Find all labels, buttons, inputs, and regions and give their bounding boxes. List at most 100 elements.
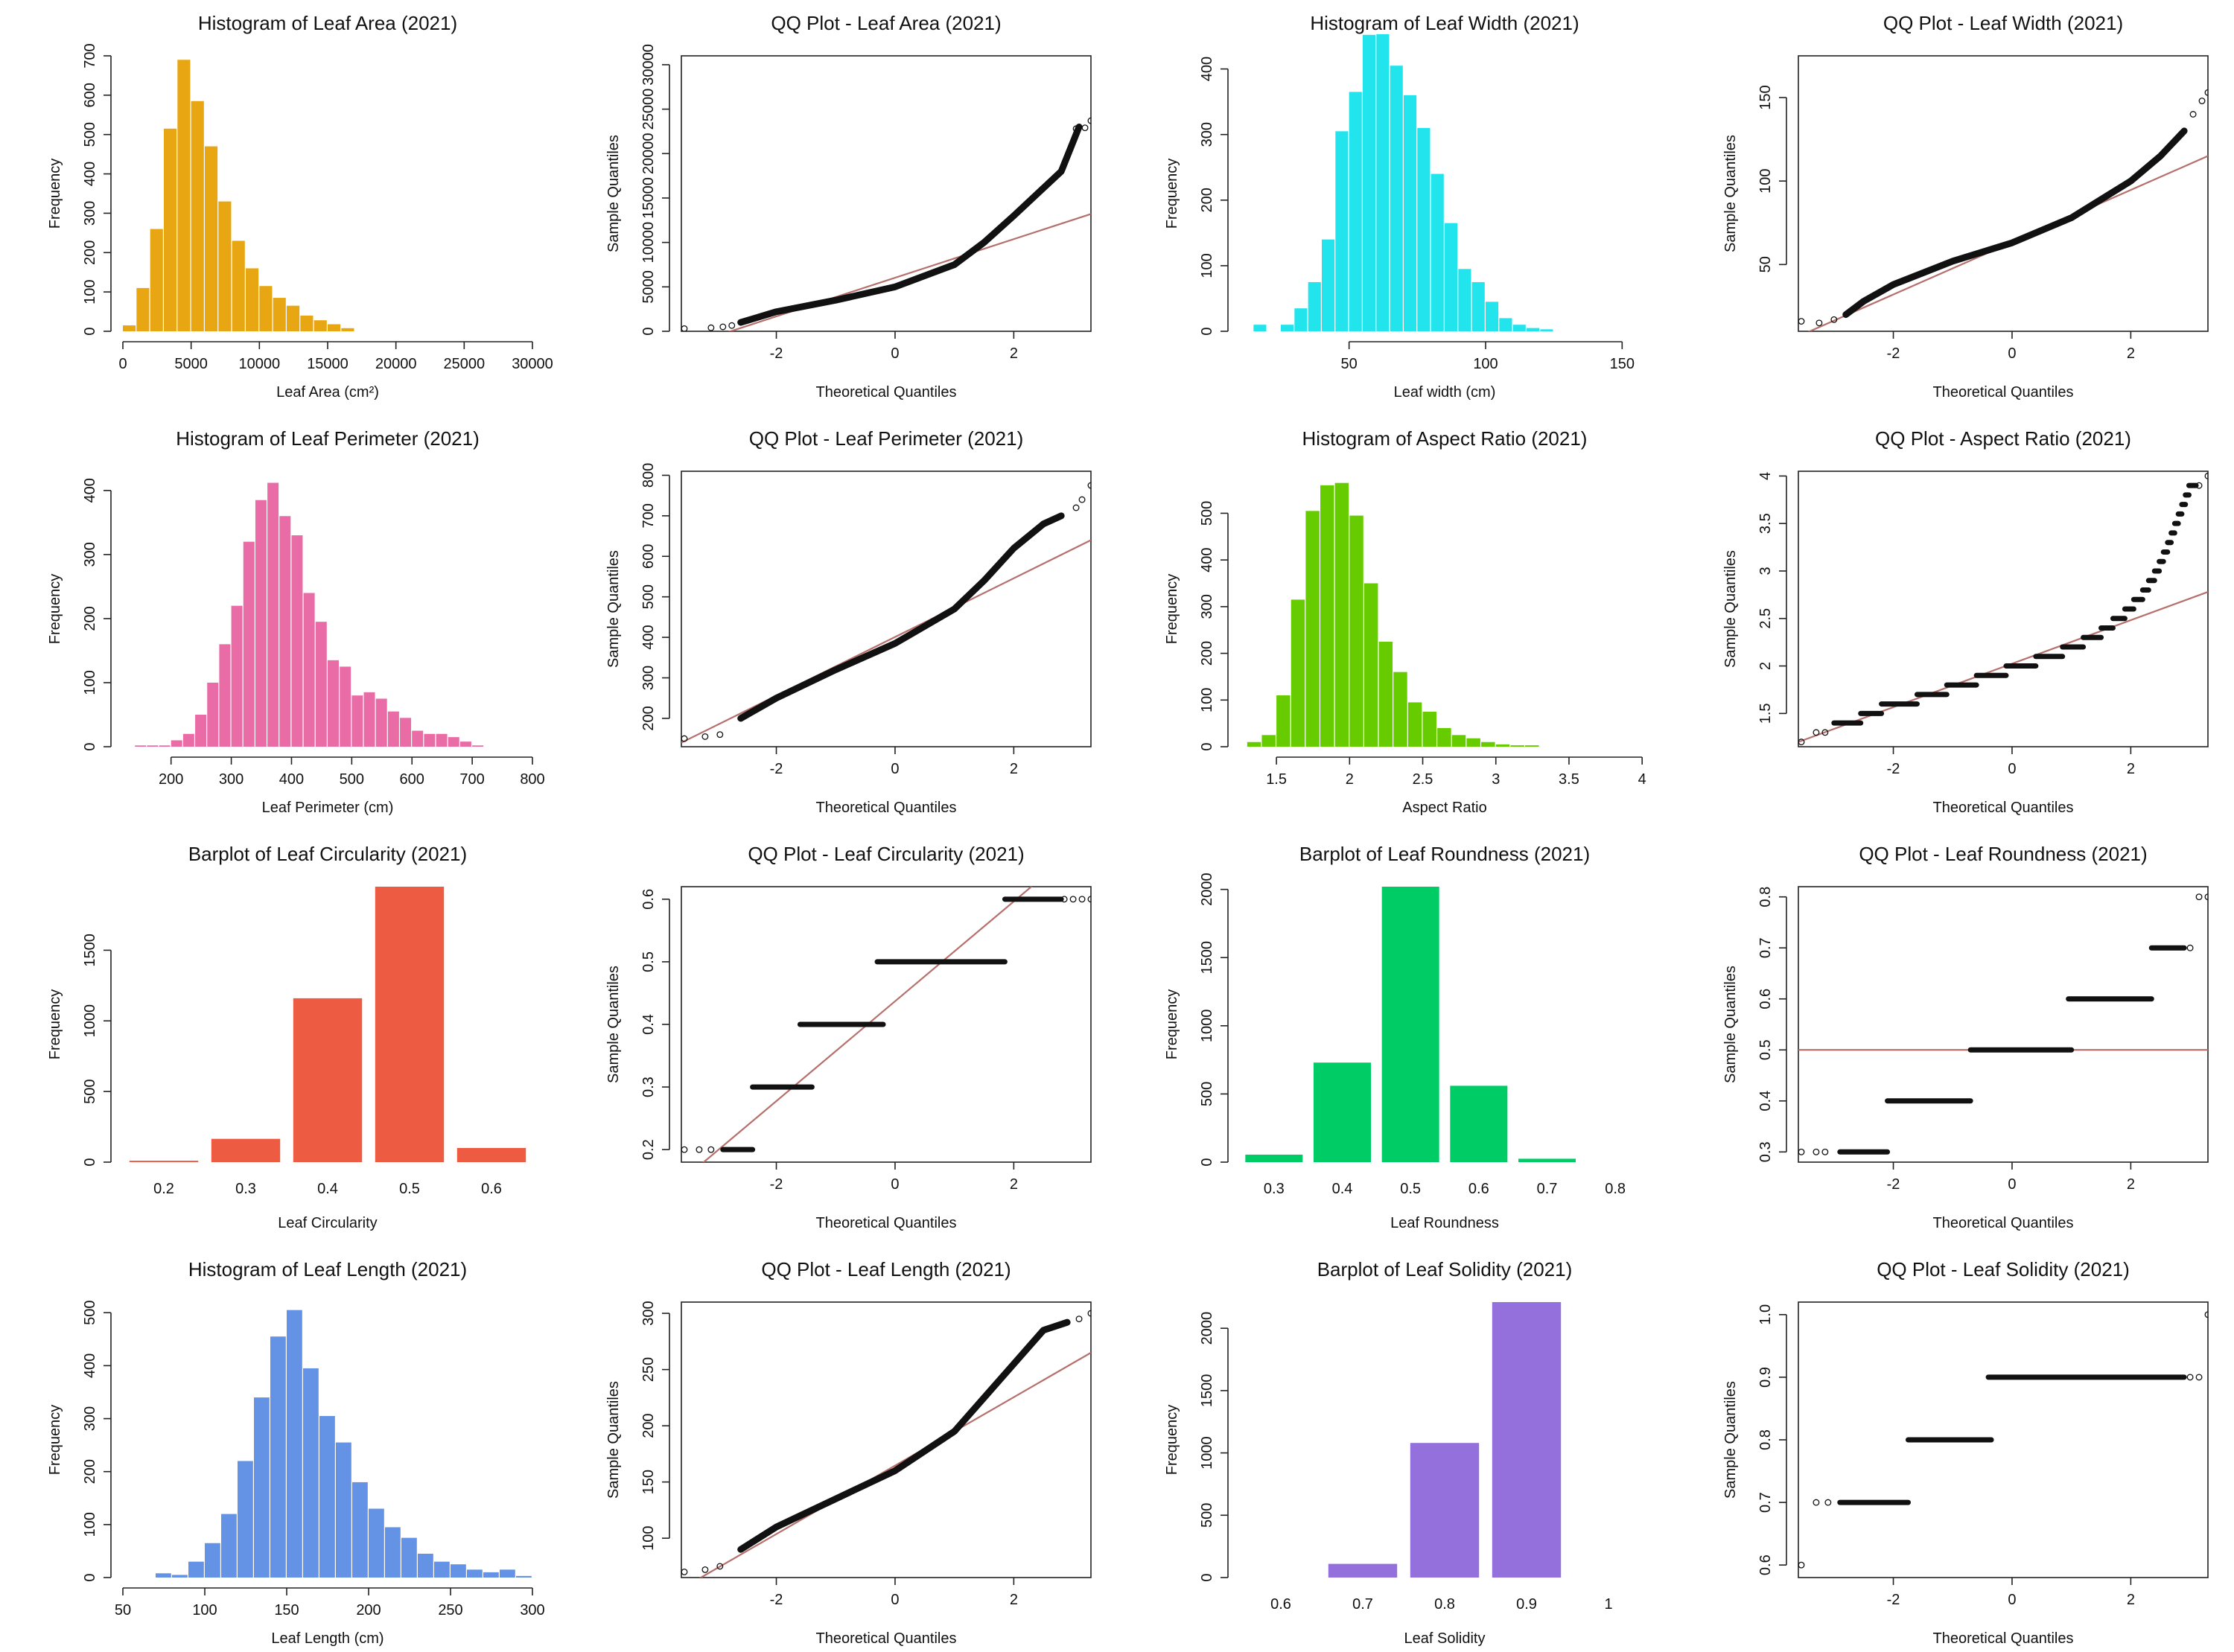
qq-point	[716, 1563, 724, 1570]
bar	[1245, 1154, 1303, 1162]
qq-point	[2186, 944, 2194, 951]
x-tick-label: -2	[1887, 1592, 1900, 1608]
plot-frame	[681, 886, 1092, 1163]
x-tick-label: 300	[520, 1602, 544, 1618]
plot-frame	[1798, 886, 2209, 1163]
histogram-bar	[164, 128, 177, 332]
x-tick-label: -2	[770, 345, 783, 362]
y-axis-label: Sample Quantiles	[1722, 1381, 1739, 1499]
bar	[1328, 1563, 1398, 1578]
y-tick-label: 4	[1757, 472, 1774, 480]
qq-point	[2204, 472, 2208, 479]
qq-point	[1087, 117, 1091, 124]
qq-point	[707, 324, 715, 331]
x-tick-label: 2	[2127, 1176, 2135, 1193]
y-tick-label: 0.6	[640, 889, 657, 910]
histogram-bar	[1281, 325, 1294, 331]
y-tick-label: 200	[82, 1459, 98, 1484]
x-tick-label: -2	[770, 1176, 783, 1193]
histogram-bar	[171, 740, 182, 747]
histogram-bar	[1407, 702, 1422, 747]
histogram-bar	[303, 1368, 319, 1578]
x-tick-label: 0.7	[1352, 1596, 1373, 1613]
y-axis-label: Sample Quantiles	[605, 966, 622, 1083]
x-tick-label: 100	[192, 1602, 217, 1618]
y-tick-label: 400	[82, 162, 98, 186]
histogram-bar	[1334, 482, 1349, 747]
y-tick-label: 0.3	[1757, 1141, 1774, 1162]
y-tick-label: 0.8	[1757, 1429, 1774, 1450]
y-tick-label: 0.4	[640, 1014, 657, 1035]
y-axis-label: Frequency	[1164, 1405, 1180, 1476]
y-tick-label: 800	[640, 463, 657, 488]
x-axis-label: Leaf Solidity	[1404, 1630, 1486, 1647]
histogram-bar	[500, 1569, 515, 1578]
qq-point	[1813, 729, 1820, 736]
histogram-bar	[270, 1336, 286, 1578]
y-axis-label: Sample Quantiles	[1722, 966, 1739, 1083]
reference-line	[728, 213, 1091, 331]
histogram-bar	[401, 1537, 417, 1578]
histogram-bar	[254, 1397, 270, 1578]
y-tick-label: 0.5	[1757, 1039, 1774, 1060]
chart-title: QQ Plot - Leaf Circularity (2021)	[748, 843, 1024, 865]
y-tick-label: 0	[82, 742, 98, 750]
histogram-bar	[1335, 131, 1349, 332]
histogram-bar	[341, 328, 354, 331]
qq-point	[701, 1566, 709, 1573]
x-axis-label: Theoretical Quantiles	[816, 1630, 957, 1647]
y-tick-label: 100	[1199, 253, 1215, 278]
y-tick-label: 700	[82, 43, 98, 68]
histogram-bar	[1291, 599, 1305, 747]
qq-point	[1069, 896, 1077, 903]
chart-title: Barplot of Leaf Circularity (2021)	[188, 843, 467, 865]
y-tick-label: 0	[640, 327, 657, 335]
x-tick-label: 0.4	[317, 1181, 338, 1197]
x-tick-label: 0.7	[1537, 1181, 1558, 1197]
histogram-bar	[1276, 695, 1291, 747]
width_hist-panel: Histogram of Leaf Width (2021) Leaf width…	[1164, 12, 1635, 401]
solid_qq-panel: QQ Plot - Leaf Solidity (2021) Theoretica…	[1722, 1258, 2209, 1647]
y-tick-label: 400	[640, 625, 657, 649]
histogram-bar	[472, 745, 484, 747]
x-tick-label: 1.5	[1266, 771, 1287, 788]
histogram-bar	[1247, 742, 1261, 747]
y-axis-label: Sample Quantiles	[1722, 135, 1739, 252]
qq-point	[1075, 1315, 1083, 1323]
y-tick-label: 0.2	[640, 1139, 657, 1160]
x-axis-label: Leaf Length (cm)	[271, 1630, 384, 1647]
x-axis-label: Leaf Perimeter (cm)	[262, 800, 394, 816]
qq-point	[1078, 896, 1086, 903]
x-tick-label: 2	[2127, 1592, 2135, 1608]
bar	[1381, 887, 1439, 1162]
histogram-bar	[218, 201, 232, 331]
bar	[1492, 1302, 1562, 1578]
histogram-bar	[231, 605, 243, 747]
y-tick-label: 1500	[1199, 1374, 1215, 1408]
y-tick-label: 1500	[82, 934, 98, 967]
y-tick-label: 300	[1199, 122, 1215, 147]
histogram-bar	[1376, 34, 1390, 332]
x-tick-label: 3.5	[1559, 771, 1579, 788]
y-tick-label: 50	[1757, 256, 1774, 272]
histogram-bar	[1308, 281, 1321, 331]
x-tick-label: 0.6	[1270, 1596, 1291, 1613]
qq-point	[2204, 893, 2208, 901]
x-tick-label: 4	[1638, 771, 1646, 788]
qq-point	[2204, 89, 2208, 96]
qq-point	[1087, 896, 1091, 903]
aspect_hist-panel: Histogram of Aspect Ratio (2021) Aspect R…	[1164, 427, 1646, 816]
y-tick-label: 3.5	[1757, 513, 1774, 534]
histogram-bar	[340, 666, 351, 747]
y-tick-label: 0	[82, 327, 98, 335]
x-tick-label: 0	[2008, 761, 2016, 777]
histogram-bar	[387, 711, 399, 747]
x-axis-label: Theoretical Quantiles	[1933, 800, 2074, 816]
histogram-bar	[516, 1575, 532, 1578]
bar	[1410, 1443, 1480, 1578]
y-tick-label: 150	[1757, 85, 1774, 109]
x-tick-label: 3	[1492, 771, 1500, 788]
y-tick-label: 600	[640, 544, 657, 569]
reference-line	[698, 1352, 1091, 1578]
y-tick-label: 2000	[1199, 1312, 1215, 1345]
